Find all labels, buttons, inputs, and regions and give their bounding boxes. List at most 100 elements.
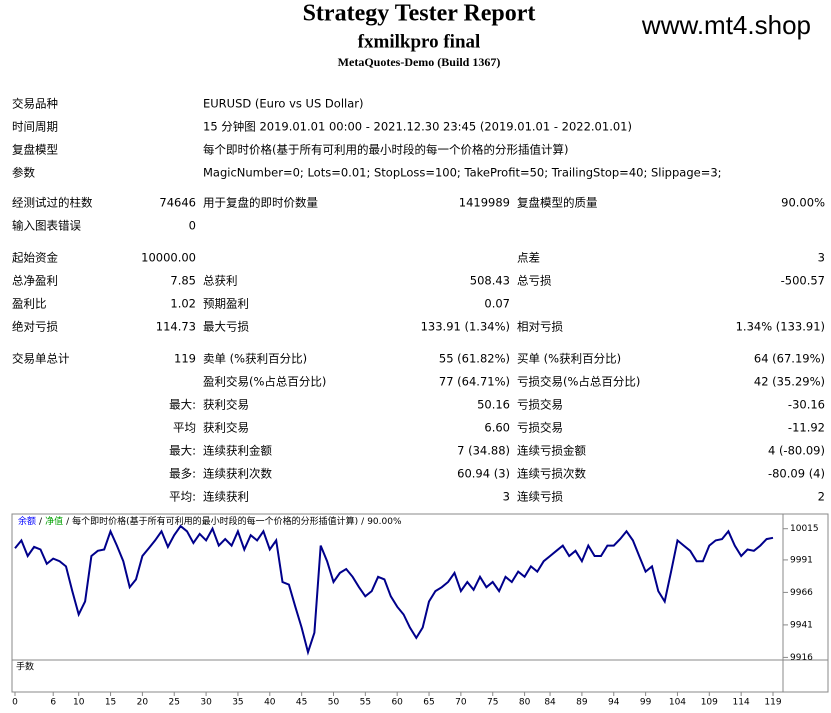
stat-label: 连续获利次数	[203, 467, 272, 481]
x-tick-label: 6	[50, 698, 56, 708]
stat-value: 0.07	[484, 297, 510, 311]
legend-item: 余额	[18, 515, 36, 527]
info-value: EURUSD (Euro vs US Dollar)	[203, 97, 363, 111]
x-tick-label: 80	[519, 698, 531, 708]
legend-item: 90.00%	[367, 517, 402, 527]
stat-value: 3	[818, 251, 825, 265]
x-tick-label: 30	[200, 698, 212, 708]
stat-label: 亏损交易(%占总百分比)	[517, 375, 640, 389]
x-tick-label: 119	[764, 698, 781, 708]
stat-value: 6.60	[484, 421, 510, 435]
x-tick-label: 15	[105, 698, 116, 708]
y-tick-label: 9991	[790, 555, 813, 565]
y-tick-label: 10015	[790, 524, 819, 534]
stat-value: 3	[503, 490, 510, 504]
stat-label: 总获利	[203, 274, 238, 288]
stat-value: 7 (34.88)	[457, 444, 510, 458]
stat-value: 0	[189, 219, 196, 233]
stat-label: 盈利交易(%占总百分比)	[203, 375, 326, 389]
x-tick-label: 104	[669, 698, 686, 708]
x-tick-label: 0	[12, 698, 18, 708]
stat-value: 90.00%	[781, 196, 825, 210]
stat-value: -80.09 (4)	[768, 467, 825, 481]
balance-line	[14, 524, 774, 656]
stat-value: 平均:	[169, 490, 196, 504]
stat-label: 卖单 (%获利百分比)	[203, 352, 307, 366]
stat-value: 133.91 (1.34%)	[421, 320, 510, 334]
stat-label: 绝对亏损	[12, 320, 58, 334]
watermark: www.mt4.shop	[641, 10, 811, 40]
stat-label: 连续获利金额	[203, 444, 272, 458]
subtitle: fxmilkpro final	[358, 31, 481, 52]
stat-label: 复盘模型的质量	[517, 196, 598, 210]
stat-value: -30.16	[788, 398, 825, 412]
stat-value: -11.92	[788, 421, 825, 435]
chart-frame	[11, 513, 829, 693]
stat-label: 亏损交易	[517, 421, 563, 435]
legend: 余额 / 净值 / 每个即时价格(基于所有可利用的最小时段的每一个价格的分形插值计算) /…	[18, 515, 402, 527]
x-tick-label: 89	[576, 698, 588, 708]
stat-value: 74646	[159, 196, 196, 210]
info-label: 复盘模型	[12, 143, 58, 157]
stat-label: 连续亏损	[517, 490, 563, 504]
stat-label: 相对亏损	[517, 320, 563, 334]
legend-separator: /	[39, 517, 43, 527]
y-tick-label: 9916	[790, 653, 813, 663]
x-tick-label: 109	[701, 698, 718, 708]
info-label: 参数	[12, 166, 35, 180]
stat-label: 用于复盘的即时价数量	[203, 196, 318, 210]
stat-label: 预期盈利	[203, 297, 249, 311]
x-tick-label: 20	[137, 698, 149, 708]
stat-value: 50.16	[477, 398, 510, 412]
stat-label: 连续亏损金额	[517, 444, 586, 458]
legend-separator: /	[66, 517, 70, 527]
stat-label: 起始资金	[12, 251, 58, 265]
x-tick-label: 60	[391, 698, 403, 708]
stat-value: 77 (64.71%)	[439, 375, 510, 389]
stat-label: 经测试过的柱数	[12, 196, 93, 210]
stat-value: 64 (67.19%)	[754, 352, 825, 366]
stat-label: 交易单总计	[12, 352, 70, 366]
title: Strategy Tester Report	[303, 1, 536, 27]
stat-label: 连续获利	[203, 490, 249, 504]
x-tick-label: 114	[733, 698, 750, 708]
info-value: 每个即时价格(基于所有可利用的最小时段的每一个价格的分形插值计算)	[203, 143, 568, 157]
x-tick-label: 55	[360, 698, 371, 708]
stat-label: 获利交易	[203, 421, 249, 435]
x-tick-label: 94	[608, 698, 620, 708]
stat-value: 55 (61.82%)	[439, 352, 510, 366]
x-tick-label: 75	[487, 698, 498, 708]
x-tick-label: 40	[264, 698, 276, 708]
x-tick-label: 84	[544, 698, 556, 708]
stat-value: 最大:	[169, 444, 196, 458]
stat-label: 连续亏损次数	[517, 467, 586, 481]
stat-value: 4 (-80.09)	[768, 444, 825, 458]
x-tick-label: 70	[455, 698, 467, 708]
x-tick-label: 65	[423, 698, 434, 708]
stat-value: 114.73	[156, 320, 196, 334]
stat-value: 1.02	[170, 297, 196, 311]
stat-label: 输入图表错误	[12, 219, 81, 233]
stat-value: 1419989	[459, 196, 510, 210]
stat-label: 最大亏损	[203, 320, 249, 334]
stat-value: 42 (35.29%)	[754, 375, 825, 389]
stat-value: 10000.00	[141, 251, 196, 265]
stat-label: 总亏损	[517, 274, 552, 288]
stat-value: -500.57	[781, 274, 825, 288]
info-value: 15 分钟图 2019.01.01 00:00 - 2021.12.30 23:…	[203, 120, 632, 134]
x-tick-label: 25	[169, 698, 180, 708]
x-tick-label: 99	[640, 698, 652, 708]
y-tick-label: 9966	[790, 588, 813, 598]
info-label: 交易品种	[12, 97, 58, 111]
x-tick-label: 45	[296, 698, 307, 708]
stat-value: 2	[818, 490, 825, 504]
build: MetaQuotes-Demo (Build 1367)	[338, 55, 501, 69]
stat-label: 盈利比	[12, 297, 47, 311]
x-tick-label: 10	[73, 698, 85, 708]
stat-value: 最大:	[169, 398, 196, 412]
stat-value: 平均	[173, 421, 196, 435]
stat-value: 60.94 (3)	[457, 467, 510, 481]
stat-label: 点差	[517, 251, 540, 265]
stat-value: 1.34% (133.91)	[736, 320, 825, 334]
